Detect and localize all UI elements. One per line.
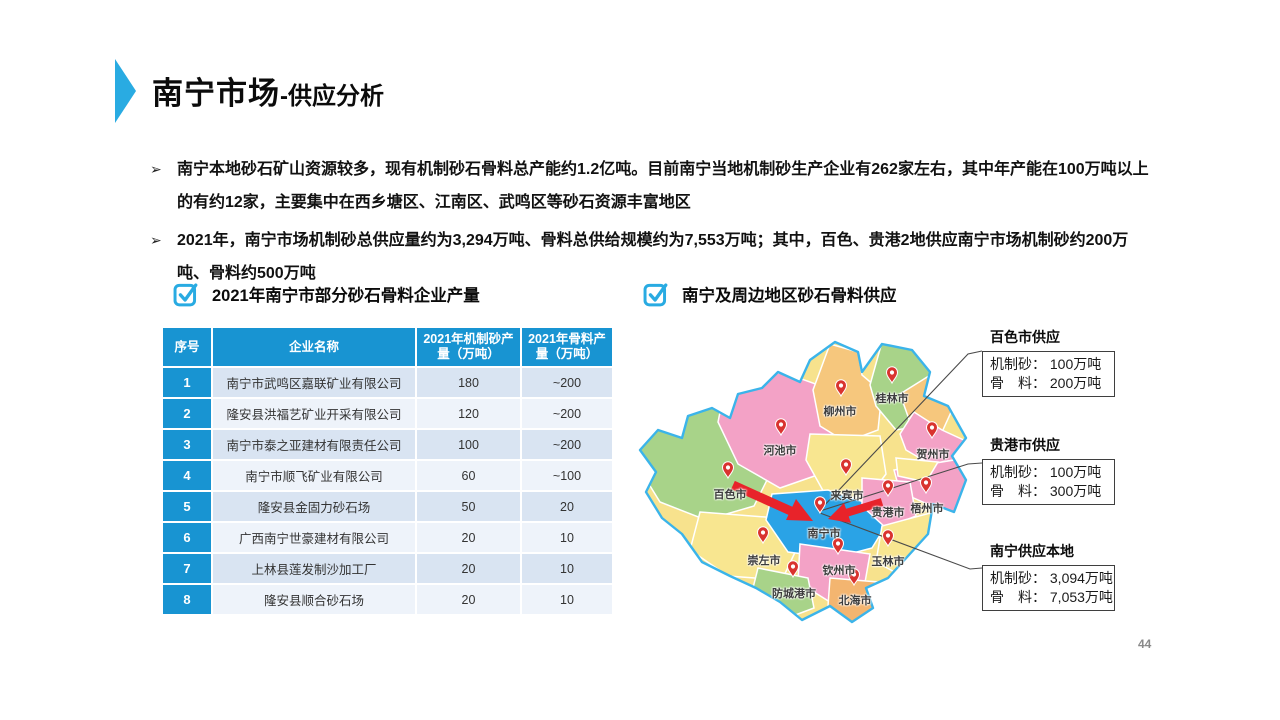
table-row: 4 南宁市顺飞矿业有限公司 60 ~100 (163, 461, 612, 490)
cell-aggregate: ~200 (522, 399, 612, 428)
bullet-arrow-icon: ➢ (150, 161, 162, 177)
cell-company: 隆安县洪福艺矿业开采有限公司 (213, 399, 415, 428)
col-header-sand: 2021年机制砂产量（万吨） (417, 328, 520, 366)
page-title: 南宁市场-供应分析 (152, 68, 384, 113)
cell-aggregate: 20 (522, 492, 612, 521)
cell-sand: 20 (417, 585, 520, 614)
connector-guigang (819, 462, 983, 512)
cell-aggregate: 10 (522, 523, 612, 552)
guangxi-map: 百色市 河池市 柳州市 桂林市 贺州市 梧州市 来宾市 贵港市 南宁市 崇左市 … (630, 330, 1120, 630)
col-header-name: 企业名称 (213, 328, 415, 366)
cell-aggregate: ~200 (522, 368, 612, 397)
table-row: 6 广西南宁世豪建材有限公司 20 10 (163, 523, 612, 552)
bullet-list: ➢ 南宁本地砂石矿山资源较多，现有机制砂石骨料总产能约1.2亿吨。目前南宁当地机… (150, 153, 1155, 295)
callout-nanning-local-supply: 南宁供应本地 机制砂： 3,094万吨 骨 料： 7,053万吨 (982, 541, 1115, 611)
title-main: 南宁市场 (152, 76, 280, 111)
check-square-icon (643, 283, 668, 307)
cell-sand: 20 (417, 523, 520, 552)
col-header-aggregate: 2021年骨料产量（万吨） (522, 328, 612, 366)
table-row: 1 南宁市武鸣区嘉联矿业有限公司 180 ~200 (163, 368, 612, 397)
bullet-point: ➢ 南宁本地砂石矿山资源较多，现有机制砂石骨料总产能约1.2亿吨。目前南宁当地机… (150, 153, 1155, 219)
table-row: 2 隆安县洪福艺矿业开采有限公司 120 ~200 (163, 399, 612, 428)
production-table: 序号 企业名称 2021年机制砂产量（万吨） 2021年骨料产量（万吨） 1 南… (161, 326, 614, 616)
cell-aggregate: 10 (522, 585, 612, 614)
callout-box: 机制砂： 100万吨 骨 料： 300万吨 (982, 459, 1115, 505)
bullet-text: 2021年，南宁市场机制砂总供应量约为3,294万吨、骨料总供给规模约为7,55… (177, 232, 1129, 282)
province-regions (640, 342, 966, 622)
callout-line-aggregate: 骨 料： 300万吨 (990, 483, 1102, 499)
cell-sand: 50 (417, 492, 520, 521)
cell-no: 2 (163, 399, 211, 428)
cell-no: 8 (163, 585, 211, 614)
section-heading-label: 南宁及周边地区砂石骨料供应 (682, 286, 897, 305)
callout-line-sand: 机制砂： 100万吨 (990, 464, 1102, 480)
table-row: 7 上林县莲发制沙加工厂 20 10 (163, 554, 612, 583)
connector-nanning (819, 512, 983, 570)
table-row: 8 隆安县顺合砂石场 20 10 (163, 585, 612, 614)
province-outline (638, 340, 968, 624)
bullet-arrow-icon: ➢ (150, 232, 162, 248)
cell-no: 1 (163, 368, 211, 397)
cell-no: 3 (163, 430, 211, 459)
cell-aggregate: ~100 (522, 461, 612, 490)
section-heading-label: 2021年南宁市部分砂石骨料企业产量 (212, 286, 480, 305)
check-square-icon (173, 283, 198, 307)
cell-aggregate: ~200 (522, 430, 612, 459)
callout-line-aggregate: 骨 料： 200万吨 (990, 375, 1102, 391)
cell-sand: 120 (417, 399, 520, 428)
callout-line-sand: 机制砂： 3,094万吨 (990, 570, 1113, 586)
callout-line-aggregate: 骨 料： 7,053万吨 (990, 589, 1113, 605)
cell-aggregate: 10 (522, 554, 612, 583)
title-sub: -供应分析 (280, 83, 384, 110)
section-heading-table: 2021年南宁市部分砂石骨料企业产量 (173, 280, 480, 307)
callout-line-sand: 机制砂： 100万吨 (990, 356, 1102, 372)
callout-connector-lines (819, 350, 983, 570)
col-header-no: 序号 (163, 328, 211, 366)
callout-baise-supply: 百色市供应 机制砂： 100万吨 骨 料： 200万吨 (982, 327, 1115, 397)
cell-company: 广西南宁世豪建材有限公司 (213, 523, 415, 552)
guangxi-map-svg (638, 340, 983, 624)
cell-company: 南宁市泰之亚建材有限责任公司 (213, 430, 415, 459)
supply-arrows (731, 480, 884, 523)
cell-no: 7 (163, 554, 211, 583)
arrow-guigang-to-nanning (828, 498, 884, 523)
title-accent-triangle-icon (115, 59, 136, 123)
callout-title: 百色市供应 (990, 329, 1060, 345)
connector-baise (819, 350, 983, 511)
callout-guigang-supply: 贵港市供应 机制砂： 100万吨 骨 料： 300万吨 (982, 435, 1115, 505)
callout-title: 南宁供应本地 (990, 543, 1074, 559)
cell-company: 南宁市顺飞矿业有限公司 (213, 461, 415, 490)
cell-sand: 60 (417, 461, 520, 490)
cell-company: 隆安县顺合砂石场 (213, 585, 415, 614)
table-header-row: 序号 企业名称 2021年机制砂产量（万吨） 2021年骨料产量（万吨） (163, 328, 612, 366)
bullet-point: ➢ 2021年，南宁市场机制砂总供应量约为3,294万吨、骨料总供给规模约为7,… (150, 224, 1155, 290)
callout-box: 机制砂： 3,094万吨 骨 料： 7,053万吨 (982, 565, 1115, 611)
page-number: 44 (1138, 637, 1152, 651)
section-heading-map: 南宁及周边地区砂石骨料供应 (643, 280, 897, 307)
bullet-text: 南宁本地砂石矿山资源较多，现有机制砂石骨料总产能约1.2亿吨。目前南宁当地机制砂… (177, 161, 1149, 211)
arrow-baise-to-nanning (731, 480, 813, 521)
cell-no: 6 (163, 523, 211, 552)
cell-sand: 100 (417, 430, 520, 459)
callout-box: 机制砂： 100万吨 骨 料： 200万吨 (982, 351, 1115, 397)
table-row: 3 南宁市泰之亚建材有限责任公司 100 ~200 (163, 430, 612, 459)
cell-no: 4 (163, 461, 211, 490)
cell-company: 隆安县金固力砂石场 (213, 492, 415, 521)
cell-company: 南宁市武鸣区嘉联矿业有限公司 (213, 368, 415, 397)
callout-title: 贵港市供应 (990, 437, 1060, 453)
cell-company: 上林县莲发制沙加工厂 (213, 554, 415, 583)
cell-no: 5 (163, 492, 211, 521)
cell-sand: 180 (417, 368, 520, 397)
table-row: 5 隆安县金固力砂石场 50 20 (163, 492, 612, 521)
cell-sand: 20 (417, 554, 520, 583)
